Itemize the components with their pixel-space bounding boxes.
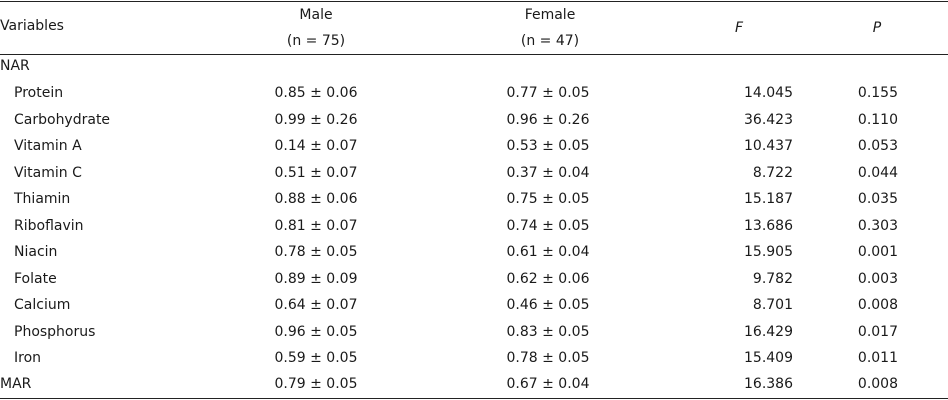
male-value: 0.81 ± 0.07 <box>274 217 358 234</box>
male-value: 0.99 ± 0.26 <box>274 111 358 128</box>
f-value: 10.437 <box>744 138 793 154</box>
row-label: Niacin <box>14 244 58 260</box>
table-row: Riboflavin 0.81 ± 0.07 0.74 ± 0.05 13.686 0.… <box>0 213 948 239</box>
header-male-n: (n = 75) <box>286 33 346 49</box>
male-value: 0.96 ± 0.05 <box>274 323 358 340</box>
row-label: Calcium <box>14 297 71 313</box>
female-value: 0.53 ± 0.05 <box>506 138 590 154</box>
row-label: Carbohydrate <box>14 111 111 128</box>
f-value: 16.429 <box>744 323 793 340</box>
section-label: NAR <box>0 58 30 74</box>
female-value: 0.78 ± 0.05 <box>506 350 590 366</box>
female-value: 0.75 ± 0.05 <box>506 191 590 207</box>
p-value: 0.303 <box>857 217 898 234</box>
f-value: 8.722 <box>752 164 793 181</box>
row-label: Phosphorus <box>14 323 96 340</box>
summary-f-value: 16.386 <box>744 376 793 392</box>
row-label: Protein <box>14 85 64 101</box>
header-variables: Variables <box>0 18 64 34</box>
table-row: Vitamin C 0.51 ± 0.07 0.37 ± 0.04 8.722 0.04… <box>0 160 948 186</box>
table-row: Protein 0.85 ± 0.06 0.77 ± 0.05 14.045 0.155 <box>0 80 948 106</box>
p-value: 0.001 <box>857 244 898 260</box>
row-label: Riboflavin <box>14 217 84 234</box>
row-label: Iron <box>14 350 42 366</box>
female-value: 0.46 ± 0.05 <box>506 297 590 313</box>
male-value: 0.14 ± 0.07 <box>274 138 358 154</box>
table-row: Calcium 0.64 ± 0.07 0.46 ± 0.05 8.701 0.008 <box>0 292 948 318</box>
header-female: Female <box>524 7 576 23</box>
female-value: 0.83 ± 0.05 <box>506 323 590 340</box>
summary-p-value: 0.008 <box>857 376 898 392</box>
header-male: Male <box>299 7 333 23</box>
table-row: Niacin 0.78 ± 0.05 0.61 ± 0.04 15.905 0.001 <box>0 239 948 265</box>
f-value: 9.782 <box>752 270 793 287</box>
f-value: 13.686 <box>744 217 793 234</box>
f-value: 14.045 <box>744 85 793 101</box>
table-row: Carbohydrate 0.99 ± 0.26 0.96 ± 0.26 36.423… <box>0 107 948 133</box>
header-p: P <box>872 20 882 36</box>
p-value: 0.011 <box>857 350 898 366</box>
table-bottom-rule <box>0 398 948 399</box>
p-value: 0.053 <box>857 138 898 154</box>
male-value: 0.85 ± 0.06 <box>274 85 358 101</box>
male-value: 0.64 ± 0.07 <box>274 297 358 313</box>
p-value: 0.110 <box>857 111 898 128</box>
female-value: 0.77 ± 0.05 <box>506 85 590 101</box>
table-top-rule <box>0 1 948 2</box>
male-value: 0.78 ± 0.05 <box>274 244 358 260</box>
header-f: F <box>734 20 744 36</box>
p-value: 0.008 <box>857 297 898 313</box>
male-value: 0.59 ± 0.05 <box>274 350 358 366</box>
p-value: 0.003 <box>857 270 898 287</box>
summary-label: MAR <box>0 376 32 392</box>
p-value: 0.044 <box>857 164 898 181</box>
row-label: Folate <box>14 270 57 287</box>
table-row: Folate 0.89 ± 0.09 0.62 ± 0.06 9.782 0.003 <box>0 266 948 292</box>
row-label: Thiamin <box>14 191 71 207</box>
table-row: Iron 0.59 ± 0.05 0.78 ± 0.05 15.409 0.011 <box>0 345 948 371</box>
male-value: 0.88 ± 0.06 <box>274 191 358 207</box>
section-row-nar: NAR <box>0 53 948 79</box>
row-label: Vitamin A <box>14 138 82 154</box>
f-value: 15.409 <box>744 350 793 366</box>
table-row: Thiamin 0.88 ± 0.06 0.75 ± 0.05 15.187 0.035 <box>0 186 948 212</box>
f-value: 15.187 <box>744 191 793 207</box>
row-label: Vitamin C <box>14 164 82 181</box>
p-value: 0.035 <box>857 191 898 207</box>
summary-male-value: 0.79 ± 0.05 <box>274 376 358 392</box>
table-row: Phosphorus 0.96 ± 0.05 0.83 ± 0.05 16.429 0.… <box>0 319 948 345</box>
table-header-rule <box>0 54 948 55</box>
f-value: 8.701 <box>752 297 793 313</box>
table-row: Vitamin A 0.14 ± 0.07 0.53 ± 0.05 10.437 0.0… <box>0 133 948 159</box>
female-value: 0.96 ± 0.26 <box>506 111 590 128</box>
f-value: 36.423 <box>744 111 793 128</box>
p-value: 0.017 <box>857 323 898 340</box>
female-value: 0.37 ± 0.04 <box>506 164 590 181</box>
female-value: 0.62 ± 0.06 <box>506 270 590 287</box>
p-value: 0.155 <box>857 85 898 101</box>
male-value: 0.51 ± 0.07 <box>274 164 358 181</box>
female-value: 0.61 ± 0.04 <box>506 244 590 260</box>
summary-row-mar: MAR 0.79 ± 0.05 0.67 ± 0.04 16.386 0.008 <box>0 371 948 397</box>
male-value: 0.89 ± 0.09 <box>274 270 358 287</box>
header-female-n: (n = 47) <box>520 33 580 49</box>
female-value: 0.74 ± 0.05 <box>506 217 590 234</box>
f-value: 15.905 <box>744 244 793 260</box>
summary-female-value: 0.67 ± 0.04 <box>506 376 590 392</box>
